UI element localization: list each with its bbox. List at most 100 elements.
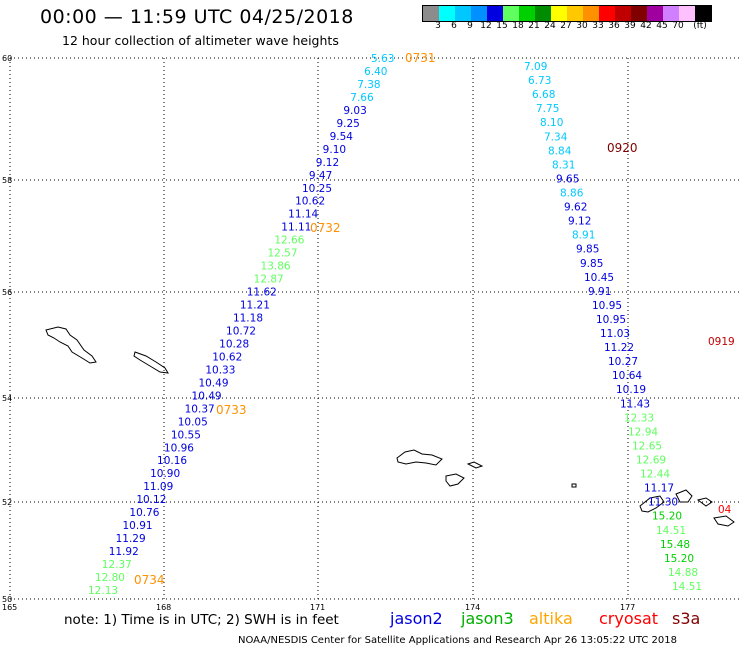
swh-value: 10.37 xyxy=(185,403,215,415)
satellite-legend-altika: altika xyxy=(529,609,573,628)
island-kiska xyxy=(396,449,443,466)
swh-value: 10.95 xyxy=(592,300,622,312)
colorbar-swatch xyxy=(423,6,439,21)
colorbar-tick: 45 xyxy=(656,21,668,31)
colorbar-tick: 30 xyxy=(576,21,588,31)
colorbar-swatch xyxy=(519,6,535,21)
swh-value: 12.65 xyxy=(632,440,662,452)
swh-value: 10.62 xyxy=(212,351,242,363)
swh-value: 15.20 xyxy=(652,511,682,523)
lon-label: 168 xyxy=(156,603,171,612)
swh-value: 8.91 xyxy=(572,230,595,242)
swh-value: 11.09 xyxy=(143,481,173,493)
swh-value: 9.10 xyxy=(323,144,346,156)
colorbar-swatch xyxy=(455,6,471,21)
time-label: 0734 xyxy=(134,573,165,587)
lon-label: 171 xyxy=(310,603,325,612)
time-label: 04 xyxy=(718,504,732,516)
graticule xyxy=(9,57,740,600)
lon-label: 177 xyxy=(620,603,635,612)
swh-value: 9.03 xyxy=(343,105,366,117)
time-label: 0733 xyxy=(216,403,247,417)
colorbar-swatch xyxy=(583,6,599,21)
footer-credit: NOAA/NESDIS Center for Satellite Applica… xyxy=(238,635,677,646)
colorbar-swatch xyxy=(615,6,631,21)
swh-value: 9.12 xyxy=(568,216,591,228)
colorbar-tick: 33 xyxy=(592,21,604,31)
swh-value: 9.65 xyxy=(556,173,579,185)
colorbar-tick: 21 xyxy=(528,21,540,31)
time-label: 0919 xyxy=(708,336,735,348)
swh-value: 12.13 xyxy=(88,585,118,597)
satellite-legend-jason3: jason3 xyxy=(461,609,514,628)
colorbar-tick: 39 xyxy=(624,21,636,31)
colorbar-tick: 27 xyxy=(560,21,572,31)
islands xyxy=(45,326,735,527)
swh-value: 7.09 xyxy=(524,61,547,73)
lat-label: 58 xyxy=(2,176,12,185)
swh-value: 10.91 xyxy=(123,520,153,532)
colorbar-swatch xyxy=(487,6,503,21)
swh-value: 10.72 xyxy=(226,325,256,337)
swh-value: 10.62 xyxy=(295,196,325,208)
colorbar-ticks: 3 6 9 12 15 18 21 24 27 30 33 36 39 42 45 70 (ft) xyxy=(422,21,732,35)
island-small-3 xyxy=(713,515,735,527)
colorbar-swatch xyxy=(631,6,647,21)
swh-value: 10.33 xyxy=(205,364,235,376)
swh-value: 10.55 xyxy=(171,429,201,441)
track-c-partial: 0919 04 xyxy=(708,336,735,516)
colorbar-swatch xyxy=(599,6,615,21)
swh-value: 12.87 xyxy=(254,274,284,286)
swh-value: 10.95 xyxy=(596,314,626,326)
swh-value: 12.69 xyxy=(636,455,666,467)
chart-subtitle: 12 hour collection of altimeter wave hei… xyxy=(62,33,339,48)
colorbar-tick: 42 xyxy=(640,21,652,31)
note-text: note: 1) Time is in UTC; 2) SWH is in fe… xyxy=(64,612,339,628)
swh-value: 12.80 xyxy=(95,572,125,584)
colorbar-swatch xyxy=(439,6,455,21)
lon-label: 165 xyxy=(2,603,17,612)
swh-value: 11.30 xyxy=(648,497,678,509)
swh-value: 6.73 xyxy=(528,75,551,87)
swh-value: 11.21 xyxy=(240,300,270,312)
swh-value: 14.88 xyxy=(668,567,698,579)
swh-value: 11.22 xyxy=(604,342,634,354)
time-label: 0731 xyxy=(405,51,436,65)
swh-value: 9.12 xyxy=(316,157,339,169)
island-small-1 xyxy=(571,483,577,488)
swh-value: 10.25 xyxy=(302,183,332,195)
swh-value: 10.27 xyxy=(608,356,638,368)
swh-value: 14.51 xyxy=(656,525,686,537)
swh-value: 7.75 xyxy=(536,103,559,115)
swh-value: 9.85 xyxy=(576,244,599,256)
swh-value: 10.49 xyxy=(198,377,228,389)
colorbar-tick: 6 xyxy=(451,21,457,31)
swh-value: 11.18 xyxy=(233,313,263,325)
swh-value: 10.16 xyxy=(157,455,187,467)
wave-height-colorbar xyxy=(422,5,712,22)
colorbar-swatch xyxy=(695,6,711,21)
swh-value: 15.48 xyxy=(660,539,690,551)
swh-value: 11.62 xyxy=(247,287,277,299)
swh-value: 10.64 xyxy=(612,370,642,382)
swh-value: 11.03 xyxy=(600,328,630,340)
island-small-2 xyxy=(696,497,713,507)
swh-value: 6.68 xyxy=(532,89,555,101)
colorbar-swatch xyxy=(535,6,551,21)
island-amchitka xyxy=(639,495,665,513)
swh-value: 11.92 xyxy=(109,546,139,558)
swh-value: 12.57 xyxy=(267,248,297,260)
time-label: 0920 xyxy=(607,141,638,155)
swh-value: 10.45 xyxy=(584,272,614,284)
colorbar-swatch xyxy=(503,6,519,21)
lat-label: 60 xyxy=(2,54,12,63)
swh-value: 11.43 xyxy=(620,398,650,410)
time-label: 0732 xyxy=(310,221,341,235)
colorbar-tick: 24 xyxy=(544,21,556,31)
swh-value: 15.20 xyxy=(664,553,694,565)
colorbar-swatch xyxy=(567,6,583,21)
colorbar-swatch xyxy=(647,6,663,21)
colorbar-tick: 3 xyxy=(435,21,441,31)
island-agattu xyxy=(133,351,169,374)
